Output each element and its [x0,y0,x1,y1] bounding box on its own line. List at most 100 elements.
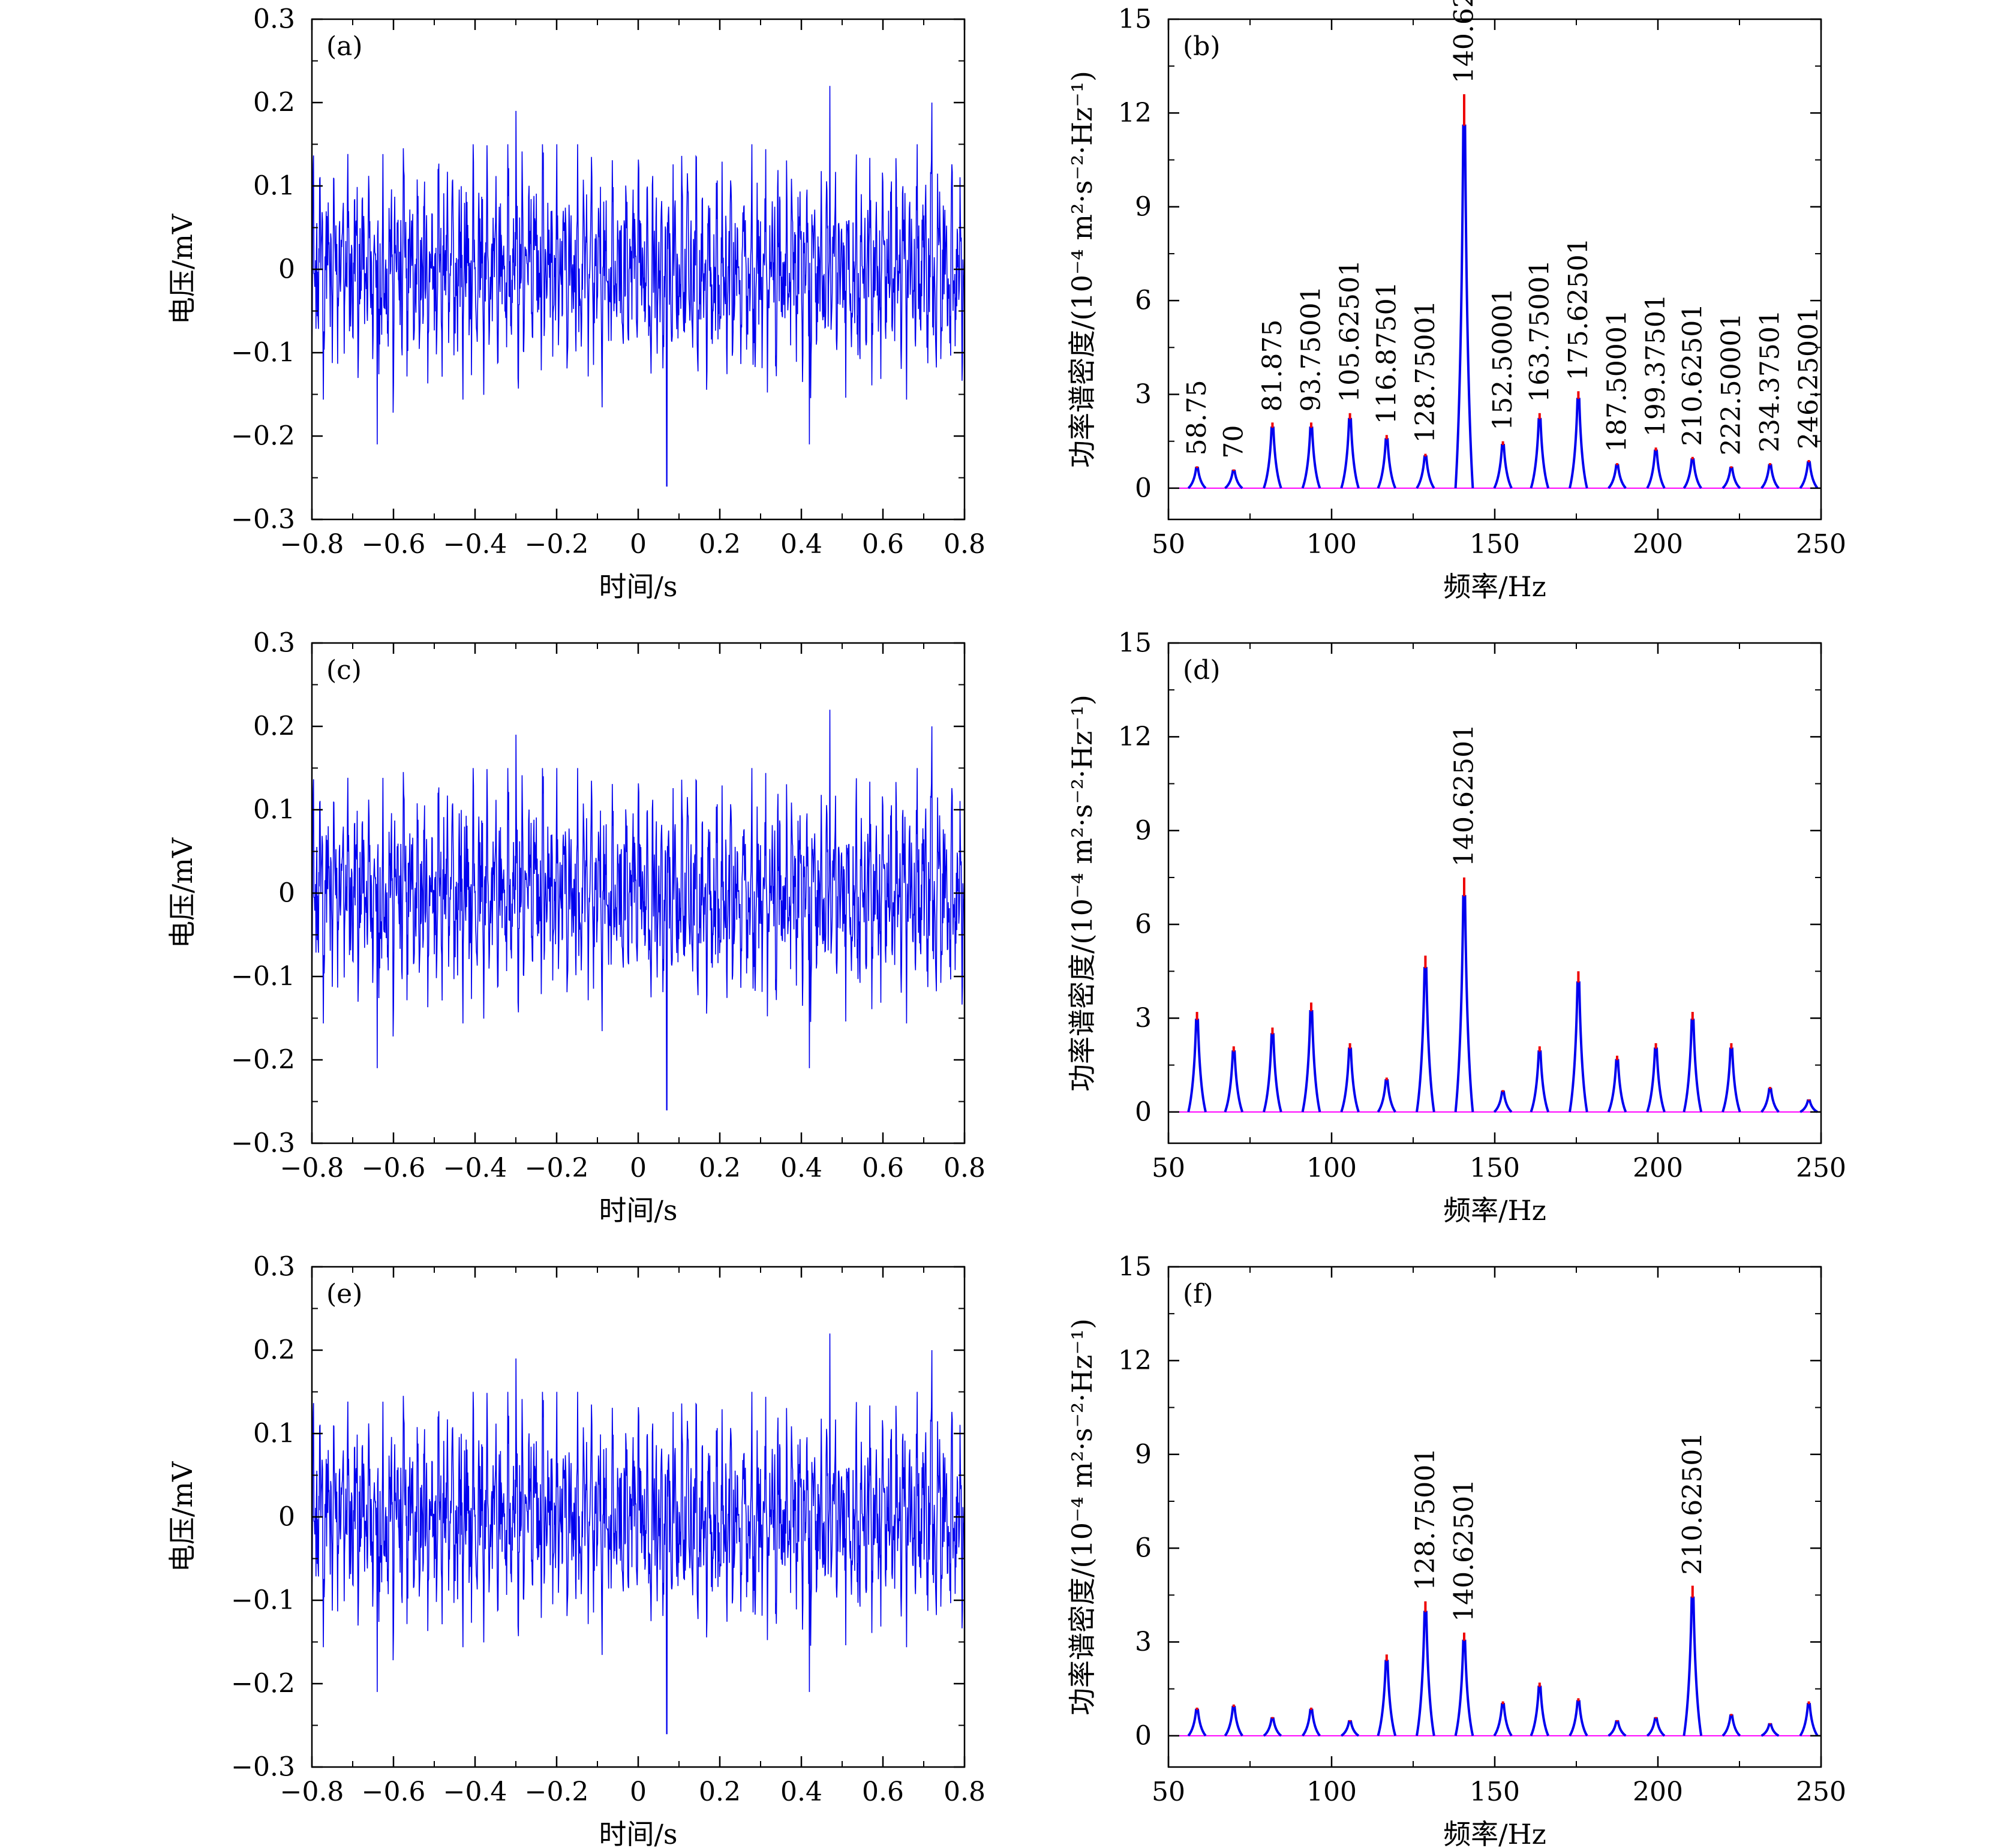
x-tick-label: −0.6 [362,1777,426,1807]
y-tick-label: 0.1 [253,171,295,202]
y-tick-label: 0.3 [253,1252,295,1282]
x-tick-label: −0.6 [362,529,426,560]
x-tick-label: 0.4 [780,529,822,560]
peak-label: 163.75001 [1524,260,1555,402]
x-tick-label: −0.8 [280,529,344,560]
spectrum-peak [1341,1720,1360,1737]
y-tick-label: −0.1 [231,961,295,992]
spectrum-peak [1340,417,1360,489]
spectrum-peak [1569,981,1588,1113]
y-tick-label: 3 [1135,1003,1152,1033]
spectrum-peak [1187,467,1207,489]
panel-d: 140.62501 50 100 150 200 250 0 3 6 9 12 15 (d) 频率/Hz 功… [1066,628,1846,1227]
spectrum-peak [1416,1610,1435,1736]
spectrum-peak [1799,1099,1819,1113]
spectrum-peak [1493,443,1513,489]
x-tick-label: 0.6 [862,1153,904,1183]
spectrum-peak [1454,124,1474,488]
spectrum-peak [1377,438,1397,489]
x-tick-label: 0.2 [699,1777,741,1807]
panel-b: 58.75 70 81.875 93.75001 105.62501 116.87501 1… [1066,0,1846,603]
x-tick-label: 0 [630,1777,647,1807]
x-axis-title: 频率/Hz [1443,1194,1546,1227]
x-tick-label: 200 [1633,1777,1683,1807]
y-tick-label: 0 [1135,473,1152,503]
y-tick-label: 3 [1135,1627,1152,1657]
x-axis-title: 时间/s [599,1818,677,1848]
spectrum-peak [1569,1700,1588,1736]
y-tick-label: 0.3 [253,628,295,659]
y-tick-label: 6 [1135,1533,1152,1564]
y-tick-label: 15 [1118,4,1152,35]
x-tick-label: 150 [1470,1777,1520,1807]
y-tick-label: −0.2 [231,1045,295,1075]
y-tick-label: 9 [1135,1439,1152,1470]
plot-area-f [1168,1585,1821,1737]
x-tick-label: −0.4 [443,1777,507,1807]
x-tick-label: −0.2 [525,1777,589,1807]
y-tick-label: 15 [1118,628,1152,659]
y-tick-label: 0.2 [253,88,295,118]
y-tick-label: 0 [278,254,295,285]
y-tick-label: −0.2 [231,421,295,452]
peak-label: 140.62501 [1449,1479,1480,1622]
spectrum-peak [1530,417,1550,489]
spectrum-peak [1760,1087,1780,1113]
spectrum-peak [1721,467,1741,489]
y-axis-title: 电压/mV [166,837,199,948]
y-tick-label: −0.2 [231,1669,295,1699]
spectrum-peak [1493,1703,1513,1737]
spectrum-peak [1224,1050,1244,1113]
spectrum-peak [1608,1720,1627,1737]
signal-line [312,1333,965,1735]
axes-frame [1167,1266,1822,1768]
x-tick-label: 0.8 [944,529,986,560]
spectrum-peak [1682,1596,1703,1736]
spectrum-peak [1301,1010,1321,1113]
x-tick-label: 100 [1306,529,1357,560]
spectrum-peak [1302,1708,1321,1737]
y-axis-title: 电压/mV [166,214,199,324]
y-tick-label: −0.3 [231,1128,295,1159]
x-tick-label: −0.6 [362,1153,426,1183]
spectrum-peak [1224,1705,1243,1737]
peak-label: 128.75001 [1410,301,1441,443]
spectrum-peak [1607,1059,1627,1113]
x-tick-label: 0.2 [699,529,741,560]
peak-label: 128.75001 [1410,1448,1441,1591]
x-tick-label: −0.2 [525,1153,589,1183]
y-tick-label: 0 [278,1502,295,1533]
y-tick-label: 6 [1135,286,1152,316]
plot-area-b [1168,94,1821,489]
y-tick-label: 12 [1118,722,1152,752]
panel-label: (c) [326,655,362,686]
panel-a: −0.8 −0.6 −0.4 −0.2 0 0.2 0.4 0.6 0.8 −0.3 −0.2 −0.… [166,4,986,603]
x-tick-label: 0.4 [780,1153,822,1183]
peak-label: 234.37501 [1755,309,1786,452]
spectrum-peak [1646,1047,1666,1113]
peak-label: 187.50001 [1602,309,1633,452]
x-tick-label: 50 [1152,1153,1185,1183]
peak-label: 210.62501 [1677,304,1708,446]
x-tick-label: 250 [1796,529,1846,560]
spectrum-peak [1454,895,1474,1113]
x-tick-label: −0.8 [280,1777,344,1807]
signal-line [312,86,965,487]
plot-area-c [312,710,965,1111]
peak-label: 246.25001 [1793,307,1824,449]
plot-area-a [312,86,965,487]
spectrum-peak [1263,426,1282,489]
spectrum-peak [1646,449,1666,489]
x-tick-label: 100 [1306,1153,1357,1183]
y-axis-title: 功率谱密度/(10⁻⁴ m²·s⁻²·Hz⁻¹) [1066,1318,1098,1715]
peak-label: 140.62501 [1449,724,1480,867]
peak-label: 70 [1218,425,1249,459]
signal-line [312,710,965,1111]
spectrum-peak [1721,1047,1741,1113]
x-axis-title: 时间/s [599,570,677,603]
spectrum-peak [1187,1018,1207,1113]
spectrum-peak [1608,464,1627,489]
peak-label: 105.62501 [1335,260,1365,402]
